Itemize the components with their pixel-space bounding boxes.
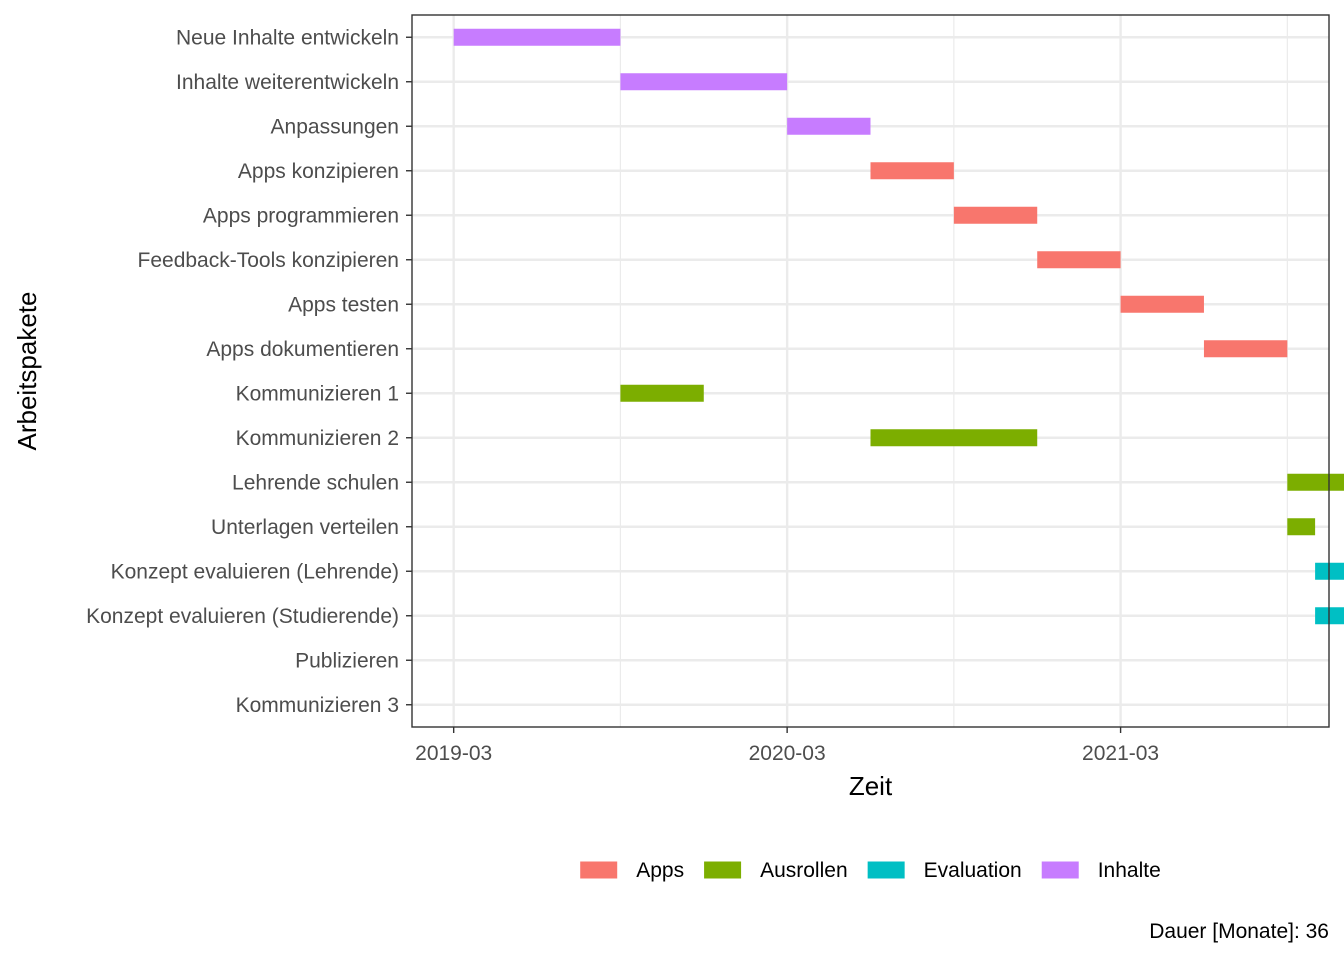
legend-label: Evaluation: [924, 859, 1022, 882]
task-bar: [1203, 340, 1288, 358]
task-bar: [953, 206, 1038, 224]
y-tick-label: Kommunizieren 2: [236, 427, 399, 450]
task-bar: [870, 162, 954, 180]
y-tick-label: Kommunizieren 3: [236, 694, 399, 717]
y-tick-label: Neue Inhalte entwickeln: [176, 26, 399, 49]
legend-label: Inhalte: [1098, 859, 1161, 882]
y-tick-label: Apps konzipieren: [238, 160, 399, 183]
legend-label: Ausrollen: [760, 859, 848, 882]
task-bar: [870, 429, 1038, 447]
minor-gridlines: [619, 15, 1288, 727]
legend-key: [704, 861, 742, 879]
y-tick-label: Publizieren: [295, 649, 399, 672]
task-bars: [453, 28, 1344, 625]
task-bar: [1287, 518, 1316, 536]
y-tick-label: Konzept evaluieren (Lehrende): [111, 560, 399, 583]
y-tick-label: Anpassungen: [271, 115, 399, 138]
task-bar: [620, 384, 704, 402]
task-bar: [1287, 473, 1344, 491]
y-tick-label: Konzept evaluieren (Studierende): [86, 605, 399, 628]
y-tick-label: Apps testen: [288, 293, 399, 316]
legend-label: Apps: [636, 859, 684, 882]
y-tick-label: Inhalte weiterentwickeln: [176, 71, 399, 94]
y-tick-label: Unterlagen verteilen: [211, 516, 399, 539]
task-bar: [1037, 251, 1121, 269]
y-tick-label: Feedback-Tools konzipieren: [138, 249, 399, 272]
legend-key: [580, 861, 618, 879]
x-tick-label: 2021-03: [1082, 742, 1159, 765]
x-tick-label: 2020-03: [749, 742, 826, 765]
x-axis-title: Zeit: [849, 771, 893, 801]
task-bar: [453, 28, 621, 46]
y-axis: Neue Inhalte entwickeln Inhalte weiterent…: [86, 26, 412, 717]
y-tick-label: Apps programmieren: [203, 204, 399, 227]
y-tick-label: Apps dokumentieren: [206, 338, 399, 361]
y-axis-title: Arbeitspakete: [12, 292, 42, 451]
legend: Apps Ausrollen Evaluation Inhalte: [580, 859, 1161, 882]
legend-key: [1041, 861, 1079, 879]
task-bar: [620, 73, 788, 91]
chart-caption: Dauer [Monate]: 36: [1149, 920, 1329, 943]
task-bar: [1120, 295, 1204, 313]
panel-border: [411, 14, 1330, 728]
y-tick-label: Lehrende schulen: [232, 471, 399, 494]
x-tick-label: 2019-03: [415, 742, 492, 765]
legend-key: [867, 861, 905, 879]
task-bar: [787, 117, 871, 135]
y-tick-label: Kommunizieren 1: [236, 382, 399, 405]
